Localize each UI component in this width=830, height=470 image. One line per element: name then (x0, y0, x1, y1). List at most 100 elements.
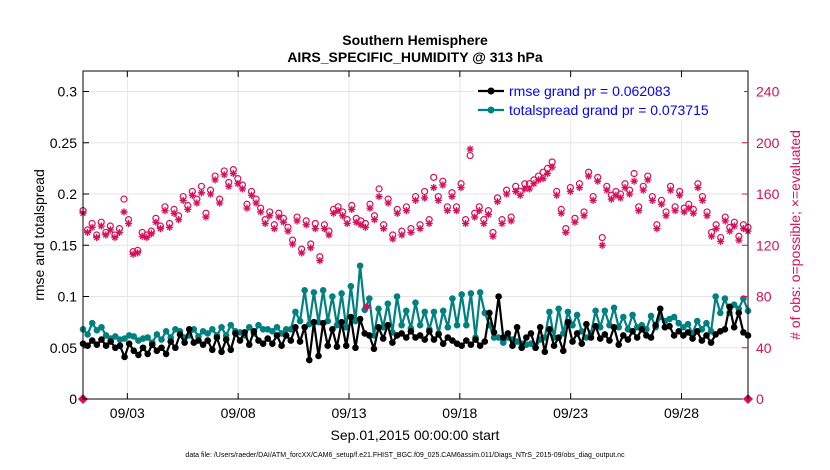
rmse-point (273, 332, 281, 339)
rmse-point (259, 340, 267, 347)
totalspread-point (458, 291, 465, 298)
chart-title: Southern Hemisphere (342, 32, 488, 48)
obs-evaluated-marker (512, 187, 520, 196)
rmse-point (472, 336, 479, 343)
obs-evaluated-marker (484, 210, 492, 219)
totalspread-point (209, 326, 216, 333)
obs-possible-marker (375, 185, 383, 193)
rmse-point (624, 336, 632, 343)
rmse-point (587, 334, 595, 341)
totalspread-point (333, 321, 341, 329)
totalspread-point (162, 328, 170, 335)
rmse-point (421, 336, 429, 343)
totalspread-point (449, 295, 456, 302)
rmse-point (698, 337, 706, 344)
y2-tick-label: 0 (756, 391, 764, 407)
obs-evaluated-marker (366, 204, 374, 212)
obs-evaluated-marker (197, 189, 206, 197)
rmse-point (153, 347, 161, 355)
obs-evaluated-marker (279, 218, 288, 226)
totalspread-point (130, 333, 138, 340)
rmse-point (620, 332, 627, 339)
y-tick-label: 0 (69, 391, 77, 407)
rmse-point (499, 334, 507, 341)
obs-evaluated-marker (193, 199, 201, 207)
totalspread-point (310, 289, 318, 296)
y2-tick-label: 200 (756, 135, 780, 151)
rmse-point (490, 329, 498, 336)
obs-evaluated-marker (648, 196, 656, 205)
rmse-point (444, 334, 452, 341)
obs-evaluated-marker (689, 209, 697, 217)
rmse-point (222, 336, 230, 343)
obs-evaluated-marker (302, 221, 310, 229)
obs-evaluated-marker (220, 171, 228, 179)
obs-evaluated-marker (88, 223, 96, 231)
obs-evaluated-marker (243, 204, 251, 212)
rmse-point (366, 332, 373, 339)
obs-evaluated-marker (106, 226, 114, 234)
rmse-point (324, 342, 332, 350)
y-tick-label: 0.05 (50, 340, 77, 356)
rmse-point (375, 323, 382, 331)
obs-evaluated-marker (434, 196, 442, 205)
series-layer (78, 145, 753, 404)
rmse-point (144, 350, 151, 358)
obs-evaluated-marker (489, 232, 497, 240)
obs-evaluated-marker (730, 222, 738, 230)
obs-evaluated-marker (288, 240, 297, 248)
obs-evaluated-marker (179, 196, 187, 205)
obs-evaluated-marker (320, 224, 329, 233)
obs-evaluated-marker (539, 175, 547, 183)
obs-evaluated-marker (480, 219, 488, 228)
obs-evaluated-marker (184, 205, 192, 213)
totalspread-point (620, 313, 627, 321)
obs-evaluated-marker (735, 236, 743, 244)
totalspread-point (564, 308, 572, 316)
obs-evaluated-marker (311, 224, 319, 233)
rmse-point (462, 337, 470, 344)
rmse-point (245, 341, 253, 348)
totalspread-point (444, 323, 452, 331)
rmse-point (629, 328, 636, 335)
rmse-point (523, 334, 530, 341)
rmse-point (435, 331, 442, 338)
totalspread-point (121, 335, 128, 342)
rmse-point (610, 323, 618, 331)
obs-evaluated-marker (211, 176, 219, 184)
obs-evaluated-marker (698, 196, 707, 205)
rmse-point (735, 309, 743, 317)
totalspread-point (255, 321, 262, 329)
obs-evaluated-marker (430, 183, 438, 192)
obs-highlight-marker (362, 302, 371, 311)
rmse-point (379, 335, 387, 342)
obs-evaluated-marker (361, 223, 369, 231)
rmse-point (329, 326, 336, 333)
rmse-point (689, 335, 696, 342)
rmse-point (389, 339, 396, 346)
obs-evaluated-marker (238, 185, 247, 193)
rmse-point (107, 338, 115, 345)
totalspread-point (675, 319, 683, 327)
obs-evaluated-marker (507, 217, 515, 225)
rmse-point (88, 337, 96, 344)
obs-evaluated-marker (352, 218, 360, 226)
x-tick-label: 09/23 (553, 405, 588, 421)
obs-evaluated-marker (471, 213, 479, 221)
y2-tick-label: 80 (756, 289, 772, 305)
totalspread-point (153, 331, 161, 338)
rmse-point (476, 342, 484, 350)
rmse-point (407, 328, 415, 335)
totalspread-point (707, 328, 715, 335)
y-tick-label: 0.25 (50, 135, 77, 151)
y2-tick-label: 240 (756, 84, 780, 100)
totalspread-point (467, 290, 475, 297)
rmse-point (402, 334, 410, 341)
obs-evaluated-marker (712, 224, 720, 233)
obs-evaluated-marker (439, 181, 447, 189)
obs-evaluated-marker (398, 231, 406, 239)
rmse-point (370, 345, 378, 353)
obs-evaluated-marker (571, 218, 579, 226)
totalspread-point (227, 321, 235, 329)
